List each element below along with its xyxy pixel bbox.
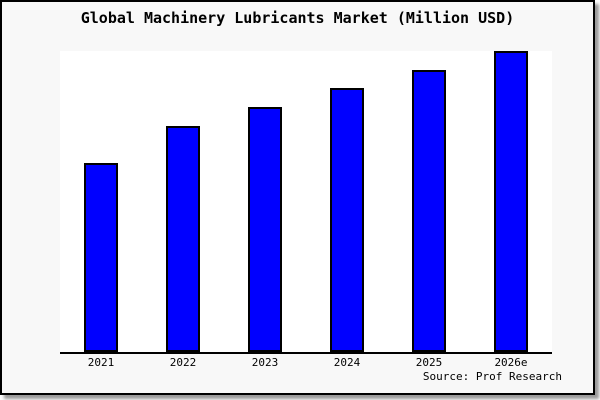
bar-2021 [84, 163, 118, 352]
x-tick-label-2023: 2023 [251, 356, 279, 369]
bar-2025 [412, 70, 446, 352]
bar-2024 [330, 88, 364, 352]
chart-title: Global Machinery Lubricants Market (Mill… [80, 9, 515, 27]
bar-slot-2023 [224, 107, 306, 352]
x-tick-label-2021: 2021 [87, 356, 115, 369]
bar-slot-2026e [470, 51, 552, 352]
plot-area [60, 51, 552, 354]
x-tick-label-2025: 2025 [415, 356, 443, 369]
bar-2023 [248, 107, 282, 352]
x-tick-label-2022: 2022 [169, 356, 197, 369]
bar-slot-2024 [306, 88, 388, 352]
bar-2022 [166, 126, 200, 352]
bars-container [60, 51, 552, 352]
source-note: Source: Prof Research [422, 370, 562, 383]
bar-slot-2022 [142, 126, 224, 352]
x-tick-label-2024: 2024 [333, 356, 361, 369]
bar-slot-2025 [388, 70, 470, 352]
bar-slot-2021 [60, 163, 142, 352]
x-axis-labels: 2021 2022 2023 2024 2025 2026e [60, 356, 552, 369]
bar-2026e [494, 51, 528, 352]
x-tick-label-2026e: 2026e [494, 356, 528, 369]
chart-frame: Global Machinery Lubricants Market (Mill… [0, 0, 595, 395]
